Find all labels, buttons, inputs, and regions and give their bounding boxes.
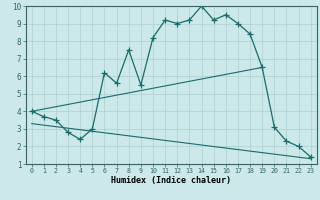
X-axis label: Humidex (Indice chaleur): Humidex (Indice chaleur) (111, 176, 231, 185)
